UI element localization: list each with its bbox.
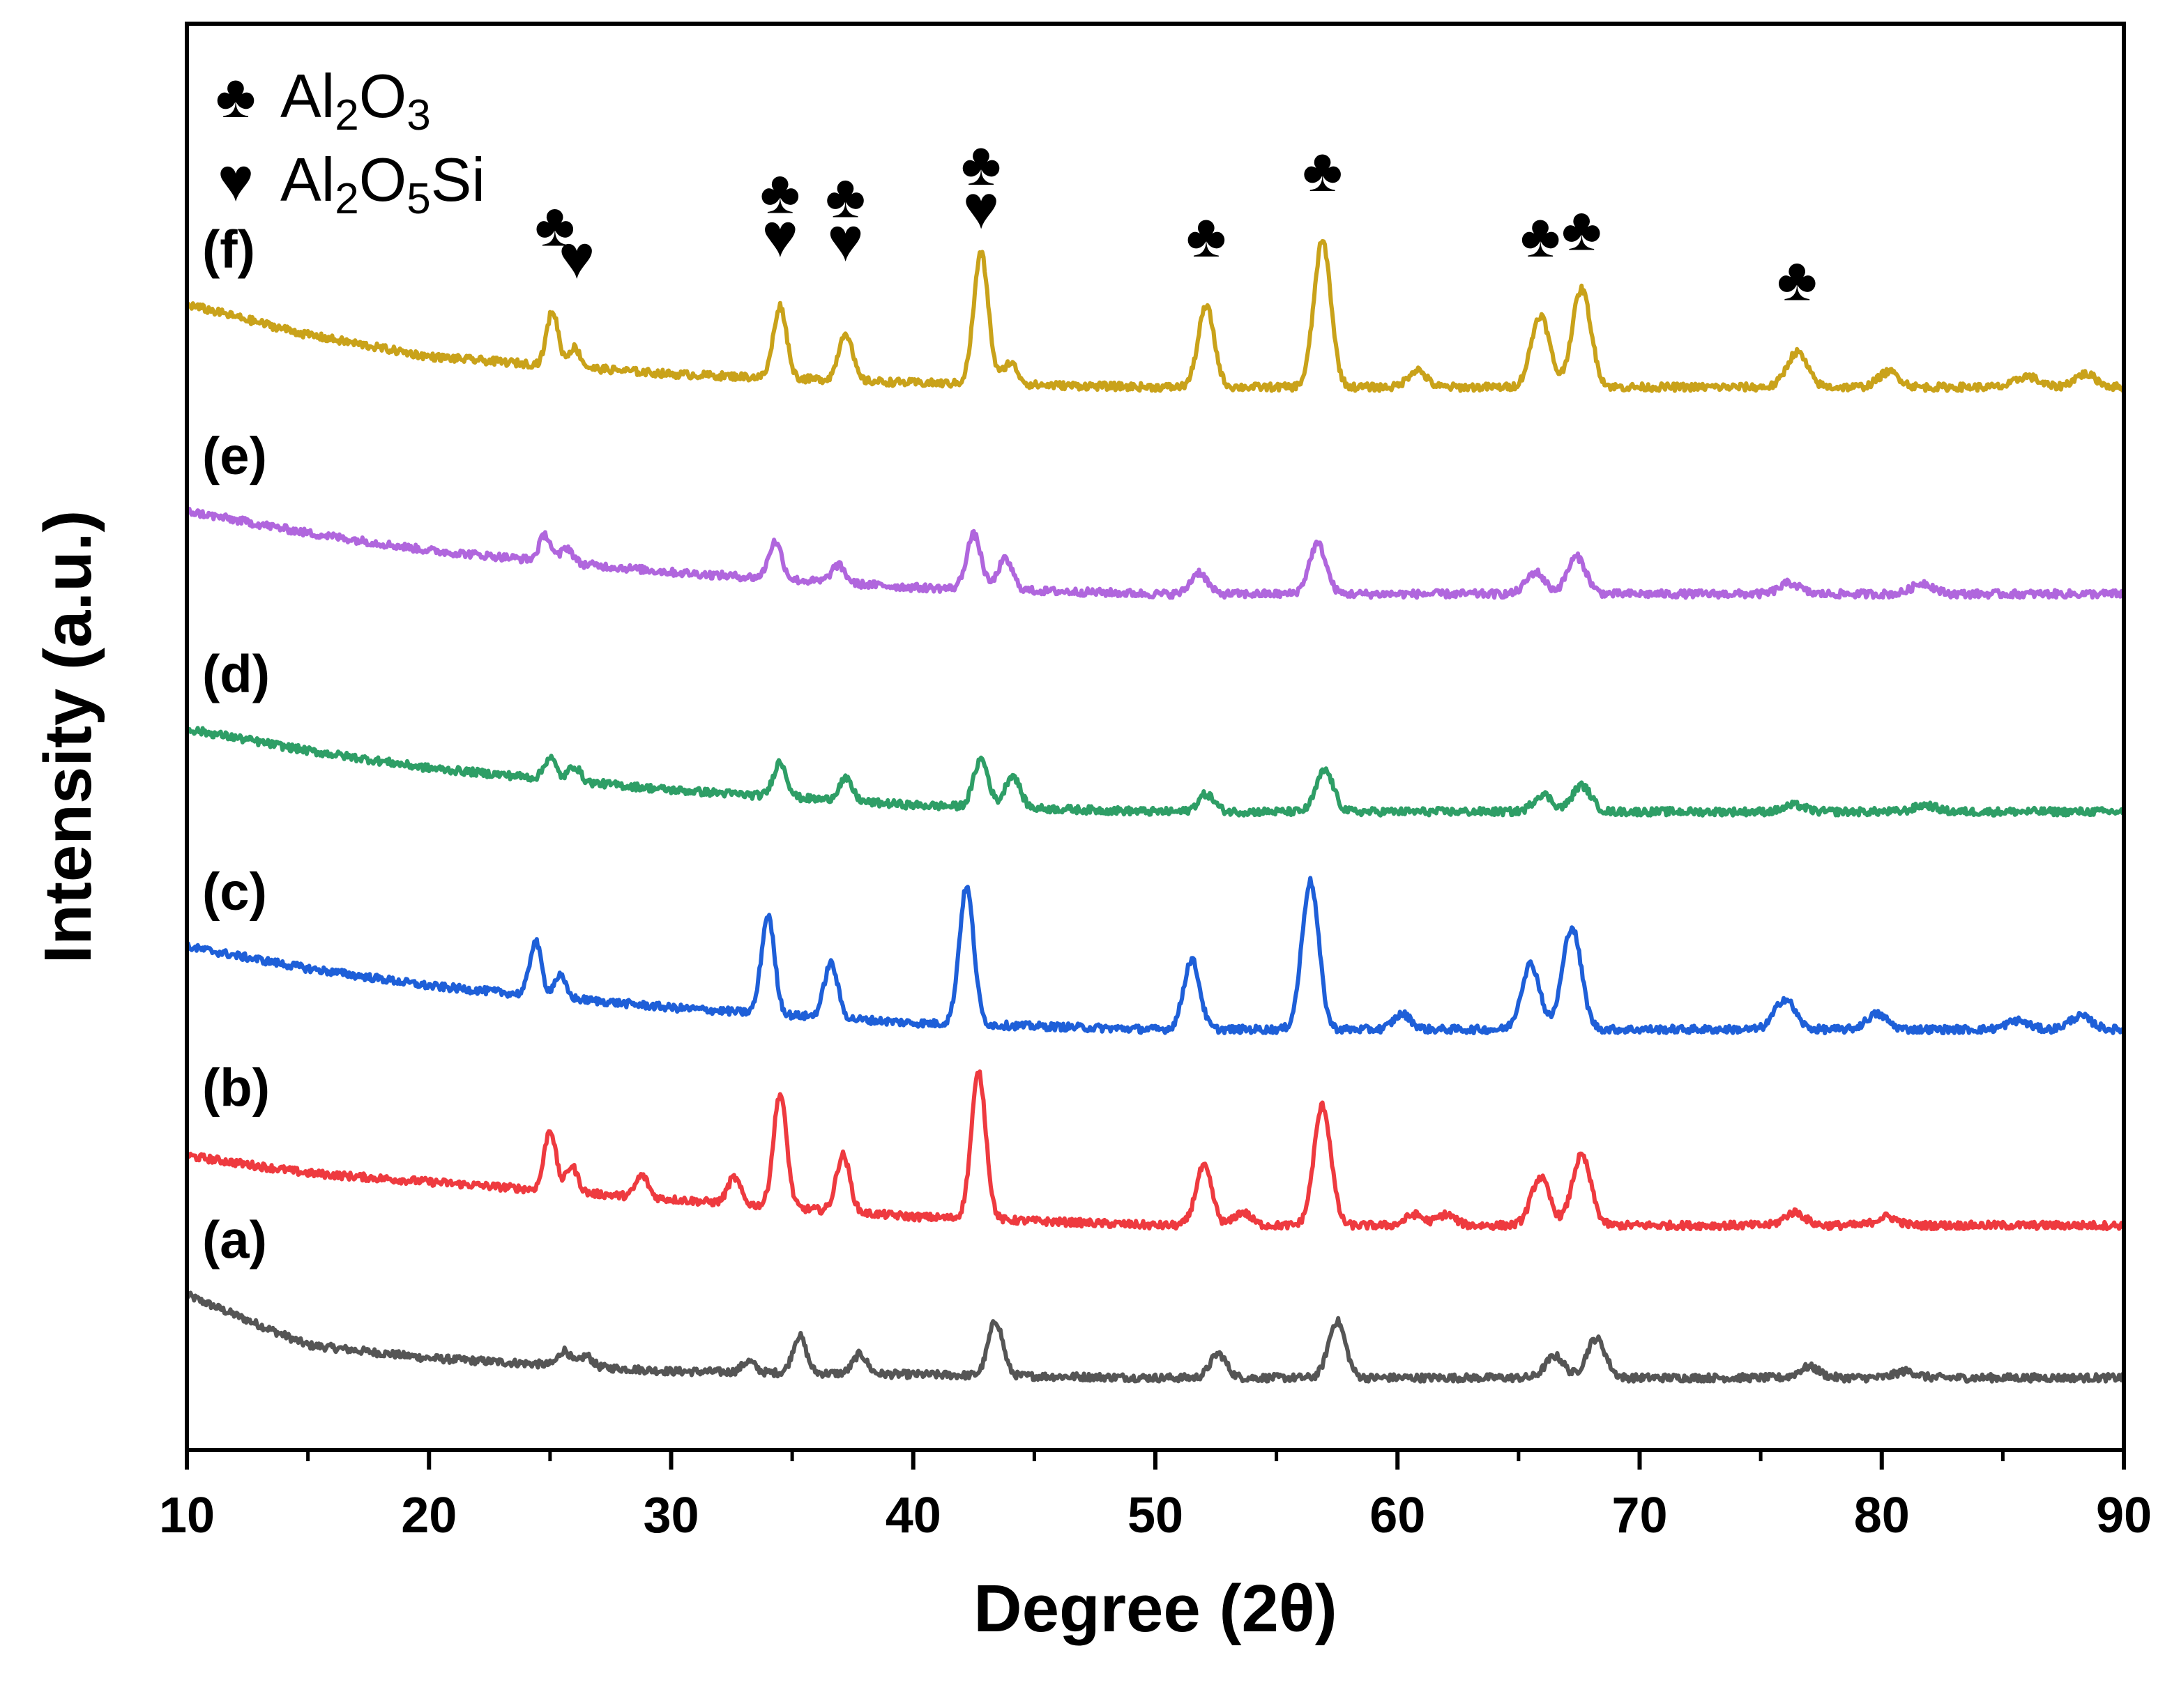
- x-tick-label-90: 90: [2096, 1488, 2152, 1543]
- series-line-a: [185, 1290, 2126, 1384]
- club-marker-9: ♣: [1303, 135, 1343, 204]
- heart-marker-3: ♥: [762, 201, 798, 270]
- legend-symbol-1: ♥: [218, 145, 254, 214]
- x-tick-label-50: 50: [1127, 1488, 1183, 1543]
- x-tick-label-10: 10: [159, 1488, 215, 1543]
- legend: ♣ Al2O3 ♥ Al2O5Si: [215, 61, 485, 223]
- heart-marker-1: ♥: [559, 222, 595, 291]
- legend-label-1: Al2O5Si: [280, 145, 485, 223]
- club-marker-10: ♣: [1520, 201, 1560, 270]
- series-line-b: [185, 1069, 2126, 1232]
- x-tick-label-70: 70: [1611, 1488, 1667, 1543]
- series-labels: (a) (b) (c) (d) (e) (f): [202, 220, 270, 1270]
- x-axis-title: Degree (2θ): [973, 1571, 1337, 1646]
- club-marker-12: ♣: [1777, 244, 1817, 313]
- series-line-f: [185, 238, 2126, 393]
- series-label-b: (b): [202, 1058, 270, 1118]
- series-group: [185, 238, 2126, 1384]
- y-axis-title: Intensity (a.u.): [31, 510, 105, 964]
- series-label-f: (f): [202, 220, 255, 280]
- club-marker-4: ♣: [826, 162, 866, 231]
- heart-marker-5: ♥: [827, 205, 863, 274]
- club-marker-0: ♣: [535, 190, 575, 259]
- club-marker-2: ♣: [760, 158, 800, 227]
- series-line-d: [185, 726, 2126, 818]
- x-tick-label-40: 40: [886, 1488, 941, 1543]
- heart-marker-7: ♥: [963, 172, 999, 241]
- series-label-d: (d): [202, 645, 270, 704]
- series-label-c: (c): [202, 862, 267, 922]
- series-label-e: (e): [202, 427, 267, 486]
- club-marker-11: ♣: [1561, 195, 1602, 264]
- x-tick-label-80: 80: [1854, 1488, 1910, 1543]
- x-tick-label-20: 20: [401, 1488, 457, 1543]
- series-line-e: [185, 506, 2126, 600]
- legend-symbol-0: ♣: [215, 61, 256, 130]
- x-axis-ticks: 10 20 30 40 50 60 70 80 90: [159, 1450, 2152, 1543]
- series-label-a: (a): [202, 1211, 267, 1270]
- x-tick-label-30: 30: [643, 1488, 699, 1543]
- club-marker-8: ♣: [1186, 201, 1227, 270]
- x-tick-label-60: 60: [1369, 1488, 1425, 1543]
- club-marker-6: ♣: [961, 129, 1001, 198]
- peak-markers: ♣♥♣♥♣♥♣♥ ♣♣♣ ♣♣: [535, 129, 1817, 314]
- legend-label-0: Al2O3: [280, 61, 431, 139]
- series-line-c: [185, 876, 2126, 1035]
